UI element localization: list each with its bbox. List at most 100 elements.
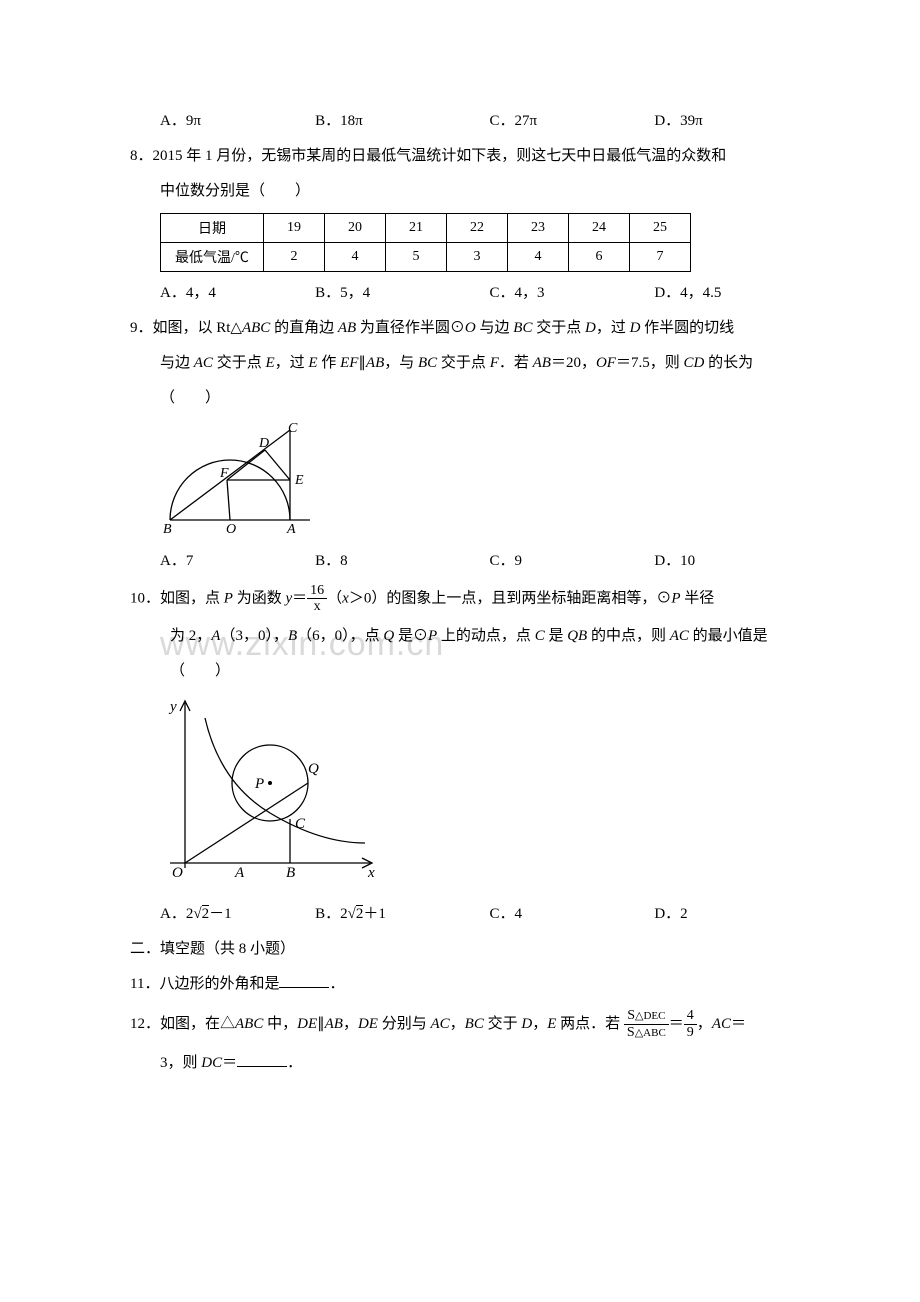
q12-s1-h: DE [358, 1016, 378, 1032]
q8-t-r1c3: 21 [386, 214, 447, 243]
q9-s2-n: F [490, 355, 499, 371]
q8-opt-b: B．5，4 [315, 280, 489, 307]
q12-s1-c: 中， [263, 1016, 297, 1032]
q9-s2-o: ．若 [499, 355, 533, 371]
q7-opt-c: C．27π [490, 108, 655, 135]
q12-s1-a: 12．如图，在△ [130, 1016, 235, 1032]
q10-b-pre: B．2 [315, 906, 348, 922]
q7-opt-b: B．18π [315, 108, 489, 135]
q9-options: A．7 B．8 C．9 D．10 [130, 548, 790, 575]
q10-s2-i: 上的动点，点 [437, 628, 535, 644]
q10-s2-n: AC [670, 628, 689, 644]
q10-s1-c: 为函数 [233, 590, 286, 606]
q12-s1-t: ＝ [731, 1016, 746, 1032]
q10-lbl-A: A [234, 865, 245, 881]
q9-lbl-C: C [288, 421, 298, 436]
q12-s1-k: ， [450, 1016, 465, 1032]
q10-opt-c: C．4 [490, 901, 655, 928]
q10-paren: （ ） [130, 658, 790, 685]
q12-s2-b: DC [201, 1055, 222, 1071]
q8-stem2: 中位数分别是（ ） [130, 178, 790, 205]
q10-s1-a: 10．如图，点 [130, 590, 224, 606]
q8-t-r2c7: 7 [630, 243, 691, 272]
q7-opt-d: D．39π [654, 108, 790, 135]
q8-t-r2c3: 5 [386, 243, 447, 272]
q8-stem1: 8．2015 年 1 月份，无锡市某周的日最低气温统计如下表，则这七天中日最低气… [130, 143, 790, 170]
q10-s1-h: ＞0）的图象上一点，且到两坐标轴距离相等，⊙ [349, 590, 672, 606]
q12-frac-r: 49 [684, 1008, 697, 1040]
q8-table: 日期 19 20 21 22 23 24 25 最低气温/℃ 2 4 5 3 4… [160, 213, 691, 272]
q8-t-r1c7: 25 [630, 214, 691, 243]
q12-s1-e: ∥ [317, 1016, 325, 1032]
q11-text: 11．八边形的外角和是 [130, 976, 279, 992]
q9-s2-p: AB [533, 355, 551, 371]
q8-t-r1c0: 日期 [161, 214, 264, 243]
q12-s1-n: D [521, 1016, 532, 1032]
q12-stem1: 12．如图，在△ABC 中，DE∥AB，DE 分别与 AC，BC 交于 D，E … [130, 1006, 790, 1042]
q10-lbl-y: y [168, 699, 177, 715]
q9-s2-q: ＝20， [551, 355, 596, 371]
q10-s2-h: P [428, 628, 437, 644]
q10-a-root: √2 [193, 905, 209, 922]
q9-s1-c: 的直角边 [270, 320, 338, 336]
q8-t-r2c0: 最低气温/℃ [161, 243, 264, 272]
q9-s2-c: 交于点 [213, 355, 266, 371]
q9-s2-t: CD [683, 355, 704, 371]
q10-s2-j: C [535, 628, 545, 644]
q9-opt-d: D．10 [654, 548, 790, 575]
q12-s1-g: ， [343, 1016, 358, 1032]
q9-s1-b: ABC [242, 320, 270, 336]
q8-t-r1c1: 19 [264, 214, 325, 243]
q10-opt-a: A．2√2－1 [160, 901, 315, 928]
q12-s1-m: 交于 [484, 1016, 522, 1032]
q10-s2-e: （6，0），点 [297, 628, 383, 644]
q9-s1-k: ，过 [596, 320, 630, 336]
table-row: 最低气温/℃ 2 4 5 3 4 6 7 [161, 243, 691, 272]
q9-figure: B O A C D E F [160, 420, 790, 540]
q10-lbl-P: P [254, 776, 264, 792]
q8-t-r1c2: 20 [325, 214, 386, 243]
q10-options: A．2√2－1 B．2√2＋1 C．4 D．2 [130, 901, 790, 928]
q12-s1-r: ， [697, 1016, 712, 1032]
q10-s1-g: x [342, 590, 349, 606]
q9-s2-h: EF [340, 355, 358, 371]
q10-s1-j: 半径 [681, 590, 715, 606]
q10-lbl-x: x [367, 865, 375, 881]
q10-figure: y x O A B P Q C [160, 693, 790, 893]
section2-title: 二．填空题（共 8 小题） [130, 936, 790, 963]
q9-s2-k: ，与 [384, 355, 418, 371]
q12-stem2: 3，则 DC＝． [130, 1050, 790, 1077]
q9-s2-l: BC [418, 355, 437, 371]
q9-s1-j: D [585, 320, 596, 336]
q12-frac-l: S△DECS△ABC [624, 1008, 669, 1040]
q9-s1-m: 作半圆的切线 [640, 320, 734, 336]
q10-frac-den: x [307, 599, 327, 614]
q9-stem2: 与边 AC 交于点 E，过 E 作 EF∥AB，与 BC 交于点 F．若 AB＝… [130, 350, 790, 377]
q8-opt-d: D．4，4.5 [654, 280, 790, 307]
q10-lbl-C: C [295, 816, 306, 832]
q9-s2-b: AC [194, 355, 213, 371]
q11-stem: 11．八边形的外角和是． [130, 971, 790, 998]
q8-t-r2c2: 4 [325, 243, 386, 272]
q9-lbl-E: E [294, 473, 304, 488]
q8-t-r2c5: 4 [508, 243, 569, 272]
q9-s1-e: 为直径作半圆⊙ [356, 320, 465, 336]
q10-stem2: 为 2，A（3，0），B（6，0），点 Q 是⊙P 上的动点，点 C 是 QB … [130, 623, 790, 650]
q12-s1-o: ， [532, 1016, 547, 1032]
q10-s1-e: ＝ [292, 590, 307, 606]
q9-s1-d: AB [338, 320, 356, 336]
q10-lbl-O: O [172, 865, 183, 881]
q8-opt-c: C．4，3 [490, 280, 655, 307]
q9-s2-d: E [265, 355, 274, 371]
q9-s2-m: 交于点 [437, 355, 490, 371]
q12-s1-d: DE [297, 1016, 317, 1032]
q12-eq: ＝ [669, 1016, 684, 1032]
q10-b-post: ＋1 [363, 906, 386, 922]
q10-s2-l: QB [567, 628, 587, 644]
q12-s1-f: AB [325, 1016, 343, 1032]
q10-s2-a: 为 2， [170, 628, 211, 644]
q9-s1-a: 9．如图，以 Rt△ [130, 320, 242, 336]
q12-s1-p: E [547, 1016, 556, 1032]
q8-t-r2c4: 3 [447, 243, 508, 272]
q9-s1-h: BC [513, 320, 532, 336]
